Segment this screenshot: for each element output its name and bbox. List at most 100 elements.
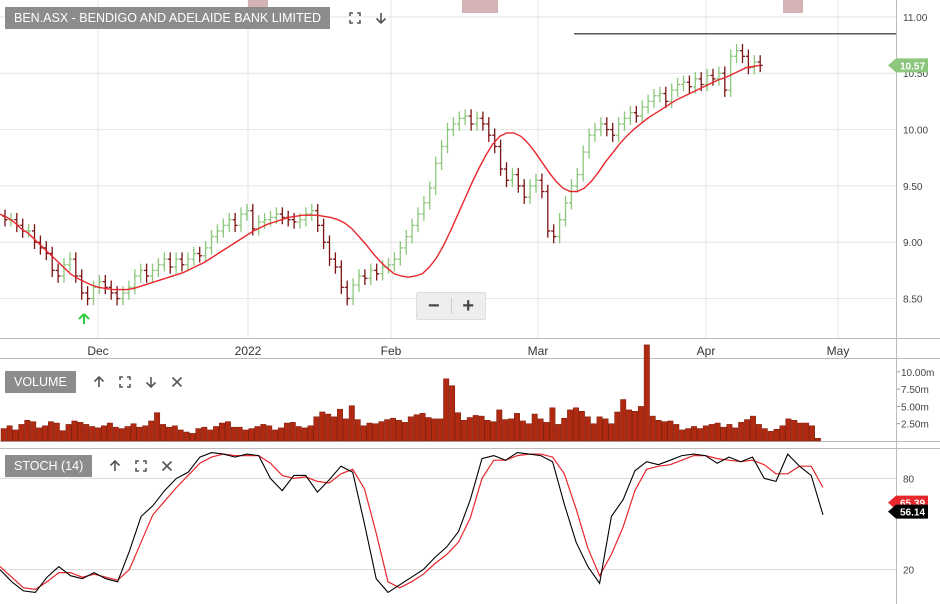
volume-bar: [419, 413, 426, 442]
ohlc-bar: [639, 100, 645, 123]
volume-bar: [431, 418, 438, 442]
close-icon[interactable]: [154, 455, 180, 477]
ohlc-bar: [397, 241, 403, 266]
volume-bar: [620, 399, 627, 442]
ohlc-bar: [610, 122, 616, 142]
last-price-label-text: 10.57: [900, 61, 925, 72]
x-tick-label: Feb: [381, 344, 402, 358]
ohlc-bar: [509, 167, 515, 188]
volume-bar: [142, 425, 149, 442]
ohlc-bar: [604, 117, 610, 137]
ohlc-bar: [486, 117, 492, 142]
volume-bar: [0, 428, 7, 442]
ohlc-bar: [303, 207, 309, 227]
volume-bar: [342, 418, 349, 442]
volume-bar: [490, 421, 497, 442]
ohlc-bar: [456, 111, 462, 131]
ohlc-bar: [344, 280, 350, 306]
volume-bar: [396, 420, 402, 442]
price-panel-header: BEN.ASX - BENDIGO AND ADELAIDE BANK LIMI…: [5, 7, 394, 29]
volume-bar: [466, 417, 473, 442]
volume-bar: [378, 421, 385, 442]
volume-bar: [71, 420, 78, 442]
y-tick-label: 10.00: [903, 126, 928, 137]
volume-bar: [154, 412, 161, 442]
event-marker: [462, 0, 498, 13]
volume-bar: [89, 426, 96, 442]
volume-bar: [177, 429, 184, 442]
ohlc-bar: [85, 286, 91, 306]
volume-bar: [283, 422, 290, 442]
axis-labels: Dec 2022 Feb Mar Apr May 8.50 9.00 9.50 10.00 10.5…: [87, 13, 934, 577]
x-tick-label: Mar: [528, 344, 549, 358]
zoom-in-button[interactable]: +: [462, 294, 475, 317]
volume-bar: [437, 418, 444, 442]
stoch-panel-title: STOCH (14): [5, 455, 93, 477]
volume-bar: [83, 424, 90, 442]
volume-bar: [77, 422, 84, 442]
arrow-up-icon[interactable]: [86, 371, 112, 393]
volume-panel-header: VOLUME: [5, 371, 190, 393]
ohlc-bar: [102, 274, 108, 295]
ohlc-bar: [126, 280, 132, 300]
ohlc-bar: [185, 252, 191, 272]
ohlc-bar: [91, 280, 96, 306]
ohlc-bar: [521, 179, 527, 204]
ohlc-bar: [515, 167, 521, 193]
ohlc-bar: [391, 252, 397, 272]
volume-bar: [301, 427, 308, 442]
volume-bar: [519, 420, 526, 442]
stoch-d-line: [0, 453, 824, 591]
volume-bar: [118, 428, 125, 442]
ohlc-bar: [651, 89, 657, 109]
ohlc-bar: [226, 212, 232, 233]
volume-bar: [390, 417, 397, 442]
ma-line: [0, 64, 761, 291]
ohlc-bar: [704, 68, 710, 92]
volume-bar: [372, 423, 379, 442]
ohlc-bar: [545, 184, 551, 238]
volume-bar: [608, 423, 615, 442]
volume-bar: [307, 425, 314, 442]
volume-bar: [478, 415, 485, 442]
volume-bar: [726, 424, 733, 442]
volume-bar: [484, 420, 491, 442]
volume-bar: [720, 426, 727, 442]
volume-bar: [761, 428, 768, 442]
expand-icon[interactable]: [128, 455, 154, 477]
volume-bar: [779, 425, 786, 442]
zoom-out-button[interactable]: −: [427, 294, 440, 317]
volume-bar: [425, 417, 432, 442]
volume-bar: [449, 385, 456, 442]
ohlc-bar: [527, 179, 533, 204]
volume-bar: [136, 426, 143, 442]
ohlc-bar: [332, 252, 338, 274]
expand-icon[interactable]: [342, 7, 368, 29]
last-price-label: 10.57: [888, 58, 928, 73]
arrow-down-icon[interactable]: [138, 371, 164, 393]
ohlc-bar: [203, 241, 209, 263]
ohlc-bar: [26, 224, 32, 238]
ohlc-bar: [492, 128, 498, 154]
volume-bar: [278, 427, 284, 442]
ohlc-bar: [150, 263, 155, 283]
arrow-down-icon[interactable]: [368, 7, 394, 29]
ohlc-bar: [586, 128, 592, 159]
volume-bar: [814, 437, 821, 442]
volume-bar: [183, 431, 190, 442]
volume-bar: [413, 414, 420, 442]
ohlc-bar: [686, 75, 692, 94]
ohlc-bar: [214, 224, 220, 244]
volume-bar: [401, 422, 408, 442]
arrow-up-icon[interactable]: [102, 455, 128, 477]
volume-bar: [236, 426, 243, 442]
x-tick-label: 2022: [235, 344, 262, 358]
ohlc-bar: [161, 252, 167, 272]
expand-icon[interactable]: [112, 371, 138, 393]
ohlc-bar: [616, 117, 622, 142]
y-tick-label: 11.00: [903, 13, 928, 24]
volume-bar: [30, 421, 37, 442]
close-icon[interactable]: [164, 371, 190, 393]
ohlc-bar: [468, 109, 474, 131]
